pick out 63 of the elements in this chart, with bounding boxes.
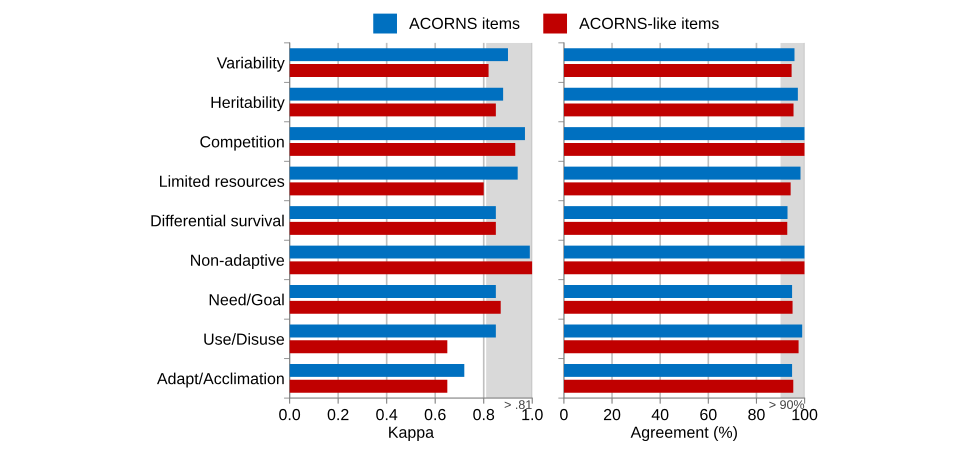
x-tick-label: 0 [560, 408, 568, 420]
bar [290, 222, 496, 235]
bar [564, 364, 792, 377]
bar [290, 182, 484, 196]
bar [290, 64, 489, 77]
bar [564, 222, 788, 235]
x-tick-label: 0.0 [279, 408, 300, 420]
y-tick-label: Heritability [212, 96, 285, 112]
bar [290, 206, 496, 220]
bar [564, 103, 794, 116]
y-tick-label: Non-adaptive [191, 254, 284, 270]
bar [564, 182, 791, 196]
x-tick-label: 100 [792, 408, 818, 420]
x-tick-label: 80 [748, 408, 765, 420]
bar [290, 324, 496, 338]
bar [290, 166, 518, 180]
bar [564, 246, 805, 259]
bar [564, 380, 794, 393]
x-tick-label: 60 [700, 408, 717, 420]
x-tick-label: 0.8 [473, 408, 494, 420]
y-tick-label: Need/Goal [210, 294, 284, 306]
bar [290, 380, 448, 393]
legend-label: ACORNS items [409, 17, 520, 30]
bar [290, 103, 496, 116]
legend-label: ACORNS-like items [579, 17, 719, 30]
bar [564, 340, 799, 354]
x-tick-label: 0.2 [328, 408, 348, 420]
band-label: > .81 [504, 400, 532, 410]
y-tick-label: Use/Disuse [204, 333, 284, 345]
x-tick-label: 0.4 [376, 408, 398, 420]
y-tick-label: Variability [216, 56, 285, 72]
bar [564, 127, 805, 140]
bar [290, 127, 525, 140]
bar [564, 285, 792, 298]
y-tick-label: Differential survival [151, 214, 284, 226]
x-axis-title: Kappa [389, 426, 434, 442]
x-axis-title: Agreement (%) [630, 426, 737, 442]
bar [290, 88, 504, 101]
bar [564, 206, 788, 220]
bar [290, 48, 508, 62]
bar [290, 285, 496, 298]
x-tick-label: 40 [652, 408, 668, 420]
bar [564, 166, 801, 180]
bar [564, 64, 792, 77]
x-tick-label: 20 [604, 408, 620, 420]
bar [290, 261, 532, 274]
y-tick-label: Limited resources [160, 175, 284, 187]
bar [290, 142, 516, 156]
bar [564, 261, 805, 274]
bar [564, 142, 805, 156]
bar [290, 300, 501, 314]
x-tick-label: 1.0 [522, 408, 543, 420]
bar [290, 340, 448, 354]
bar [564, 300, 793, 314]
bar [290, 364, 464, 377]
x-tick-label: 0.6 [424, 408, 446, 420]
band-label: > 90% [769, 400, 804, 410]
y-tick-label: Competition [200, 136, 284, 151]
bar [564, 88, 798, 101]
y-tick-label: Adapt/Acclimation [156, 372, 284, 388]
bar [564, 48, 794, 62]
bar [564, 324, 802, 338]
bar [290, 246, 530, 259]
